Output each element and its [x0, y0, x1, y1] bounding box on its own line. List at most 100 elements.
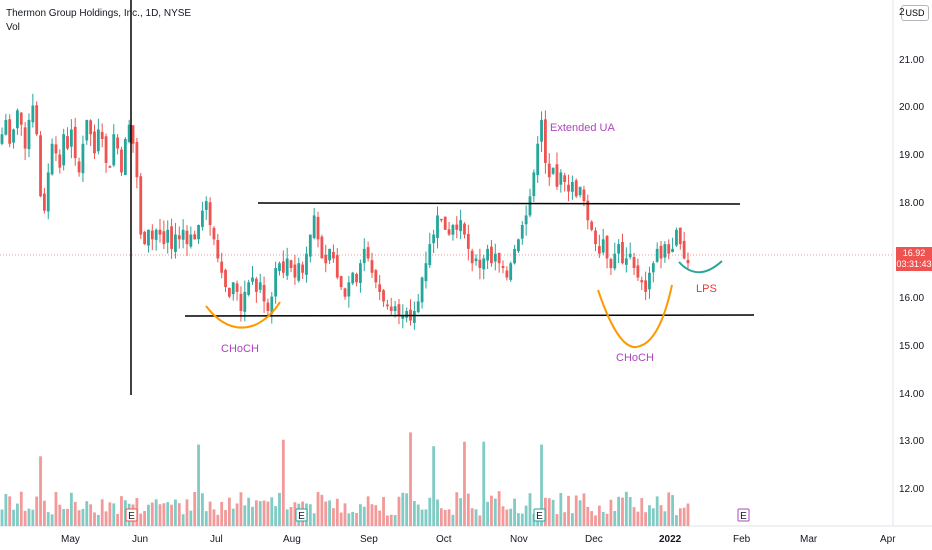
volume-bar: [50, 514, 54, 526]
volume-bar: [262, 500, 266, 526]
volume-bar: [466, 493, 470, 526]
volume-bar: [85, 501, 89, 526]
volume-bar: [104, 511, 108, 526]
candle-body: [374, 270, 378, 283]
extended-ua-label[interactable]: Extended UA: [550, 122, 615, 134]
volume-bar: [204, 511, 208, 526]
volume-bar: [170, 504, 173, 526]
lps-curve[interactable]: [678, 260, 723, 274]
volume-bar: [81, 508, 85, 526]
volume-bar: [632, 507, 636, 526]
candle-body: [370, 260, 374, 273]
price-axis[interactable]: 2 21.00 20.00 19.00 18.00 16.00 15.00 14…: [899, 7, 924, 495]
candle-body: [628, 253, 632, 258]
volume-bar: [16, 503, 19, 526]
volume-bar: [597, 505, 601, 526]
candle-body: [359, 263, 362, 283]
candle-body: [281, 261, 285, 273]
volume-bar: [108, 502, 112, 526]
volume-bar: [613, 510, 617, 526]
candle-body: [659, 245, 663, 259]
time-tick: Apr: [880, 534, 896, 545]
volume-bar: [69, 492, 73, 526]
time-tick: Oct: [436, 534, 452, 545]
candle-body: [416, 301, 420, 313]
support-line[interactable]: [184, 314, 755, 317]
candle-body: [197, 225, 200, 240]
candle-body: [239, 293, 243, 311]
volume-bar: [559, 492, 563, 526]
bar-countdown: 03:31:43: [896, 259, 932, 269]
candle-body: [66, 136, 69, 149]
candle-body: [19, 112, 23, 125]
candle-body: [16, 110, 19, 129]
volume-bar: [254, 500, 258, 526]
candle-body: [567, 184, 570, 192]
choch-left-curve[interactable]: [205, 301, 281, 329]
candle-body: [428, 244, 432, 266]
volume-bar: [120, 496, 123, 526]
price-tick: 15.00: [899, 341, 924, 352]
volume-bar: [563, 512, 567, 526]
candle-body: [405, 311, 409, 318]
candle-body: [401, 315, 405, 319]
volume-bar: [224, 510, 227, 526]
candle-body: [466, 233, 470, 249]
time-axis[interactable]: May Jun Jul Aug Sep Oct Nov Dec 2022 Feb…: [61, 534, 896, 545]
resistance-line[interactable]: [257, 202, 741, 205]
volume-bar: [251, 506, 254, 526]
candle-body: [62, 134, 66, 166]
candle-body: [96, 129, 100, 152]
earnings-marker[interactable]: E: [533, 508, 546, 522]
volume-bar: [231, 508, 235, 526]
volume-bar: [316, 491, 320, 526]
volume-bar: [320, 494, 324, 526]
volume-bar: [220, 501, 224, 526]
volume-bar: [686, 503, 690, 526]
candle-body: [605, 235, 609, 259]
volume-bar: [586, 506, 590, 526]
candle-body: [520, 225, 524, 239]
volume-bar: [139, 513, 143, 526]
volume-bar: [659, 505, 663, 526]
candle-body: [570, 182, 574, 192]
candle-body: [678, 227, 682, 245]
volume-bar: [116, 513, 120, 526]
volume-bar: [482, 441, 486, 526]
volume-bar: [412, 501, 416, 526]
earnings-marker[interactable]: E: [125, 508, 138, 522]
candle-body: [362, 248, 366, 264]
earnings-marker[interactable]: E: [737, 508, 750, 522]
volume-bar: [490, 495, 493, 526]
candle-body: [177, 235, 181, 240]
lps-label[interactable]: LPS: [696, 283, 717, 295]
candle-body: [389, 306, 393, 311]
currency-button[interactable]: USD: [901, 5, 929, 21]
candle-body: [69, 129, 73, 147]
candle-body: [586, 200, 590, 221]
choch-right-label[interactable]: CHoCH: [616, 352, 654, 364]
candle-body: [170, 226, 173, 249]
candle-body: [343, 288, 347, 297]
svg-text:E: E: [298, 511, 305, 522]
price-tick: 14.00: [899, 389, 924, 400]
candle-body: [320, 236, 324, 259]
candle-body: [563, 175, 567, 182]
candle-body: [509, 263, 513, 280]
price-tick: 21.00: [899, 55, 924, 66]
candle-body: [601, 239, 605, 253]
candle-body: [262, 284, 266, 302]
candle-body: [636, 265, 640, 278]
volume-bar: [343, 503, 347, 526]
volume-bar: [143, 510, 146, 526]
choch-left-label[interactable]: CHoCH: [221, 343, 259, 355]
candle-body: [420, 277, 424, 303]
volume-bar: [671, 495, 674, 526]
candle-body: [632, 257, 636, 268]
earnings-marker[interactable]: E: [295, 508, 308, 522]
candle-body: [204, 201, 208, 210]
volume-bar: [96, 514, 100, 526]
volume-bar: [644, 512, 648, 526]
choch-right-curve[interactable]: [597, 284, 673, 349]
